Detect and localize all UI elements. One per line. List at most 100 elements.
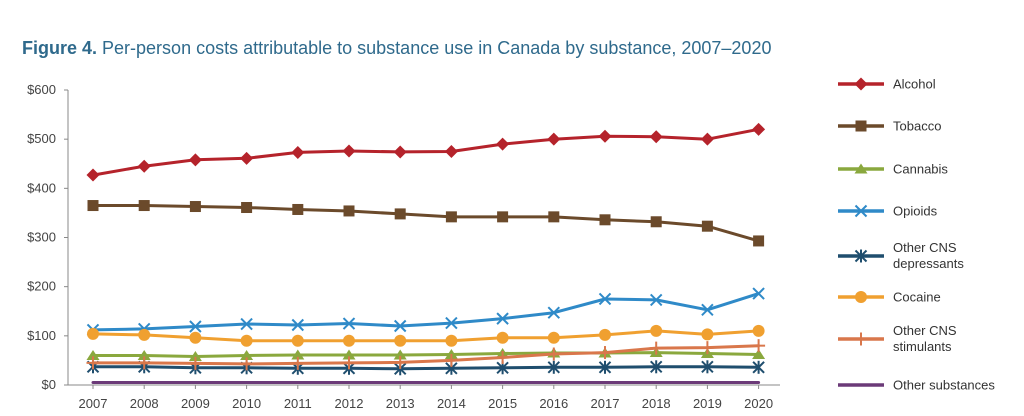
data-point — [291, 145, 305, 159]
data-point — [649, 130, 663, 144]
data-point — [86, 350, 100, 360]
series-line — [91, 329, 761, 343]
x-tick-label: 2012 — [335, 396, 364, 411]
legend-label: Other substances — [893, 378, 995, 393]
series-6 — [86, 339, 766, 371]
x-tick-label: 2017 — [591, 396, 620, 411]
data-point — [649, 341, 663, 355]
data-point — [752, 287, 765, 300]
legend-label: Alcohol — [893, 77, 936, 92]
chart-axes: $0 $100 $200 $300 $400 $500 $600 2007 2008 2009 20… — [27, 82, 780, 411]
data-point — [598, 129, 612, 143]
data-point — [496, 331, 509, 344]
data-point — [240, 334, 253, 347]
legend-swatch-marker — [854, 332, 868, 346]
y-tick-label: $400 — [27, 180, 56, 195]
data-point — [752, 324, 765, 337]
data-point — [137, 350, 151, 360]
data-point — [240, 357, 254, 371]
y-tick-label: $200 — [27, 279, 56, 294]
data-point — [598, 360, 612, 374]
legend-label: stimulants — [893, 339, 952, 354]
data-point — [292, 203, 304, 215]
data-point — [700, 132, 714, 146]
legend-swatch-marker — [854, 249, 868, 263]
data-point — [445, 334, 458, 347]
legend-swatch-marker — [854, 163, 868, 174]
legend-swatch-marker — [855, 291, 867, 303]
x-tick-label: 2010 — [232, 396, 261, 411]
data-point — [547, 306, 561, 319]
x-tick-label: 2016 — [539, 396, 568, 411]
data-point — [393, 319, 407, 333]
series-line — [91, 292, 761, 332]
data-point — [701, 328, 714, 341]
data-point — [752, 360, 765, 374]
data-point — [649, 360, 663, 374]
legend-item-1: Tobacco — [838, 119, 941, 134]
data-point — [291, 318, 305, 332]
data-point — [700, 341, 714, 355]
data-point — [752, 339, 766, 353]
x-tick-label: 2020 — [744, 396, 773, 411]
data-point — [240, 350, 254, 360]
legend-swatch-marker — [855, 120, 867, 132]
data-point — [752, 349, 766, 360]
data-point — [393, 355, 407, 369]
y-tick-label: $100 — [27, 328, 56, 343]
y-tick-label: $0 — [42, 377, 56, 392]
data-point — [342, 349, 356, 360]
legend-swatch-marker — [854, 204, 868, 218]
series-3 — [86, 287, 765, 337]
data-point — [87, 200, 99, 212]
chart-title-text: Per-person costs attributable to substan… — [102, 38, 772, 58]
data-point — [137, 159, 151, 173]
series-1 — [87, 200, 765, 247]
data-point — [444, 144, 458, 158]
data-point — [701, 220, 713, 232]
x-tick-label: 2008 — [130, 396, 159, 411]
data-point — [240, 317, 253, 331]
series-0 — [86, 122, 766, 182]
data-point — [342, 356, 356, 370]
data-point — [343, 334, 355, 347]
data-point — [649, 293, 663, 307]
data-point — [547, 360, 561, 374]
data-point — [188, 350, 202, 361]
legend-item-2: Cannabis — [838, 162, 948, 177]
chart-title: Figure 4. Per-person costs attributable … — [22, 38, 771, 59]
series-line — [91, 365, 761, 371]
data-point — [394, 208, 406, 220]
x-tick-label: 2014 — [437, 396, 466, 411]
data-point — [240, 151, 254, 165]
data-point — [547, 331, 560, 344]
data-point — [86, 356, 100, 370]
x-tick-label: 2009 — [181, 396, 210, 411]
data-point — [342, 144, 356, 158]
legend-label: Opioids — [893, 204, 938, 219]
data-point — [138, 328, 151, 341]
data-point — [496, 312, 509, 325]
legend-swatch-marker — [854, 77, 868, 91]
data-point — [445, 211, 457, 223]
chart-title-prefix: Figure 4. — [22, 38, 98, 58]
y-tick-label: $500 — [27, 131, 56, 146]
data-point — [188, 153, 202, 167]
data-point — [650, 216, 662, 228]
data-point — [189, 201, 201, 213]
data-point — [548, 211, 560, 223]
data-point — [701, 360, 714, 374]
legend-label: Other CNS — [893, 240, 957, 255]
data-point — [138, 200, 150, 212]
data-point — [241, 202, 253, 214]
data-point — [496, 350, 510, 364]
data-point — [650, 324, 663, 337]
data-point — [189, 331, 202, 344]
data-point — [752, 122, 766, 136]
x-tick-label: 2019 — [693, 396, 722, 411]
series-5 — [87, 324, 765, 347]
data-point — [137, 356, 151, 370]
data-point — [496, 137, 510, 151]
